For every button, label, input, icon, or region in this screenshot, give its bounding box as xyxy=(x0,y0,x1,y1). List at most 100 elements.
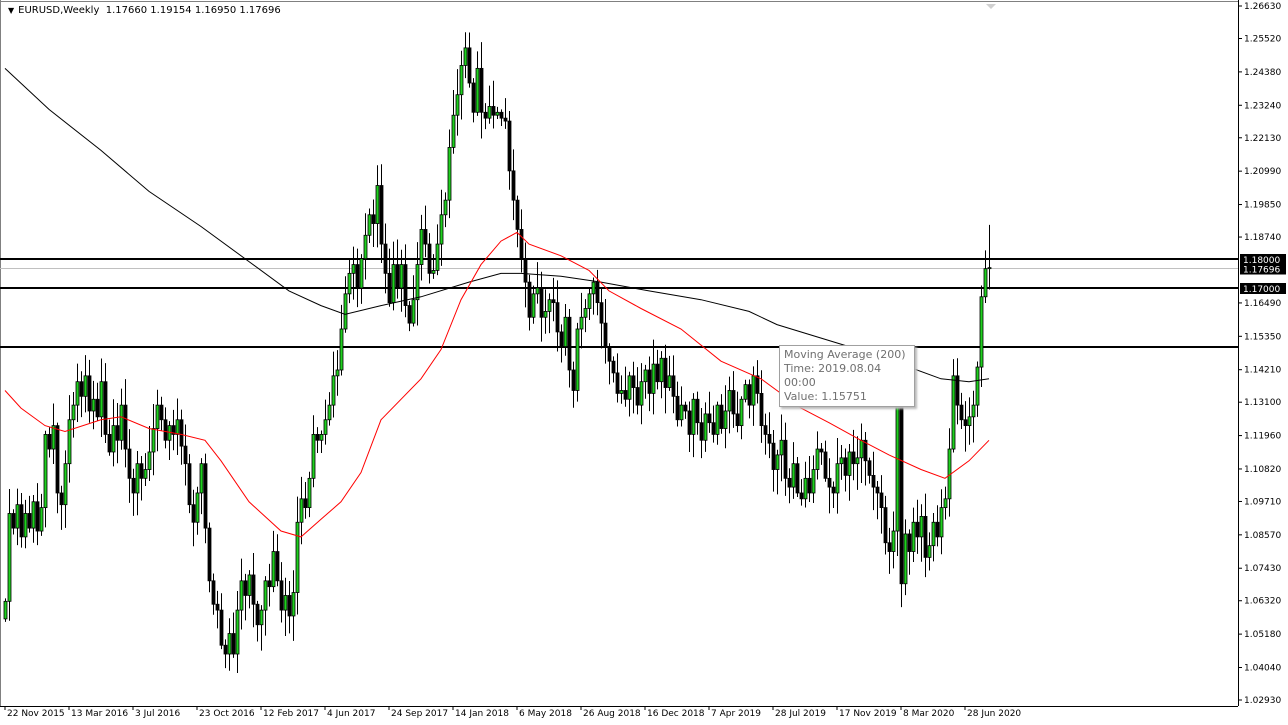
x-tick-label: 28 Jul 2019 xyxy=(775,709,826,719)
candle xyxy=(591,277,596,315)
candle-body-down xyxy=(851,451,856,465)
candle-body-up xyxy=(259,609,264,626)
candle-body-up xyxy=(431,270,436,274)
candle xyxy=(63,450,68,528)
candle-body-down xyxy=(827,477,832,488)
candle xyxy=(835,437,840,514)
candle xyxy=(479,42,484,139)
candle xyxy=(395,239,400,299)
candle xyxy=(131,468,136,516)
candle xyxy=(383,223,388,294)
candle-body-down xyxy=(747,384,752,406)
candle-body-down xyxy=(871,475,876,488)
candle-body-down xyxy=(427,243,432,274)
candle-body-up xyxy=(31,501,36,529)
y-tick-label: 1.15350 xyxy=(1244,332,1281,342)
candle xyxy=(239,558,244,630)
candle-body-up xyxy=(651,363,656,394)
candle-body-up xyxy=(443,199,448,216)
candle xyxy=(115,403,120,464)
candle-body-up xyxy=(643,369,648,383)
candle-body-down xyxy=(387,272,392,304)
candle-body-down xyxy=(107,434,112,453)
candle xyxy=(99,358,104,437)
candle xyxy=(299,476,304,545)
candle xyxy=(119,388,124,450)
ma-fast-line[interactable] xyxy=(4,231,990,538)
candle xyxy=(371,199,376,248)
candle-body-up xyxy=(143,469,148,479)
shift-marker-icon[interactable] xyxy=(986,4,996,9)
candle xyxy=(267,563,272,607)
candle-body-up xyxy=(975,366,980,406)
candle-body-up xyxy=(235,609,240,655)
candle-body-down xyxy=(915,521,920,538)
candle-body-up xyxy=(351,264,356,274)
candle-body-down xyxy=(483,111,488,119)
horizontal-levels[interactable] xyxy=(0,258,1238,348)
candle xyxy=(483,103,488,130)
candle-body-up xyxy=(455,94,460,116)
candle-body-up xyxy=(291,592,296,617)
candle xyxy=(623,366,628,407)
candle xyxy=(427,233,432,284)
candle xyxy=(811,455,816,504)
candle xyxy=(599,288,604,349)
candle xyxy=(899,376,904,608)
tooltip-value: Value: 1.15751 xyxy=(784,390,867,403)
x-tick-label: 6 May 2018 xyxy=(519,709,572,719)
candle xyxy=(339,304,344,376)
candle xyxy=(583,299,588,333)
candle xyxy=(971,390,976,443)
dropdown-triangle-icon[interactable]: ▼ xyxy=(8,6,15,15)
candle xyxy=(311,415,316,488)
candle xyxy=(775,449,780,495)
candle xyxy=(191,489,196,547)
candle xyxy=(967,397,972,445)
candle xyxy=(243,573,248,621)
candle xyxy=(423,205,428,258)
candle-body-up xyxy=(319,434,324,441)
candle-body-down xyxy=(883,507,888,544)
candle-body-up xyxy=(327,404,332,421)
candle-body-down xyxy=(807,477,812,494)
candle-body-up xyxy=(919,515,924,538)
candle xyxy=(447,129,452,219)
candle xyxy=(883,495,888,555)
candle-body-down xyxy=(467,47,472,84)
candle xyxy=(499,109,504,127)
candle xyxy=(839,444,844,480)
candle xyxy=(307,471,312,518)
candle xyxy=(439,189,444,266)
x-tick-label: 23 Oct 2016 xyxy=(199,709,255,719)
candle-body-down xyxy=(763,425,768,435)
candle-body-up xyxy=(135,463,140,494)
candle xyxy=(679,386,684,427)
candle xyxy=(75,363,80,423)
x-tick-label: 14 Jan 2018 xyxy=(455,709,509,719)
indicator-tooltip: Moving Average (200) Time: 2019.08.04 00… xyxy=(779,345,915,407)
candle-body-up xyxy=(659,357,664,383)
candle-body-up xyxy=(531,293,536,318)
candle-body-down xyxy=(735,413,740,427)
bid-price-label: 1.17696 xyxy=(1243,266,1280,276)
candle-body-up xyxy=(451,114,456,148)
candle xyxy=(759,370,764,443)
candle-body-down xyxy=(27,513,32,529)
candle xyxy=(323,399,328,445)
candle xyxy=(903,519,908,596)
candle xyxy=(771,430,776,492)
y-tick-label: 1.19850 xyxy=(1244,201,1281,211)
candle xyxy=(575,322,580,402)
y-tick-label: 1.13100 xyxy=(1244,398,1281,408)
candle xyxy=(663,344,668,414)
candle-body-up xyxy=(51,425,56,450)
candle xyxy=(435,224,440,276)
candle-body-up xyxy=(91,398,96,412)
candle-body-down xyxy=(139,463,144,479)
candle-body-up xyxy=(415,264,420,301)
candle-body-up xyxy=(175,419,180,435)
symbol-label: EURUSD,Weekly xyxy=(18,5,100,16)
candle xyxy=(495,106,500,119)
